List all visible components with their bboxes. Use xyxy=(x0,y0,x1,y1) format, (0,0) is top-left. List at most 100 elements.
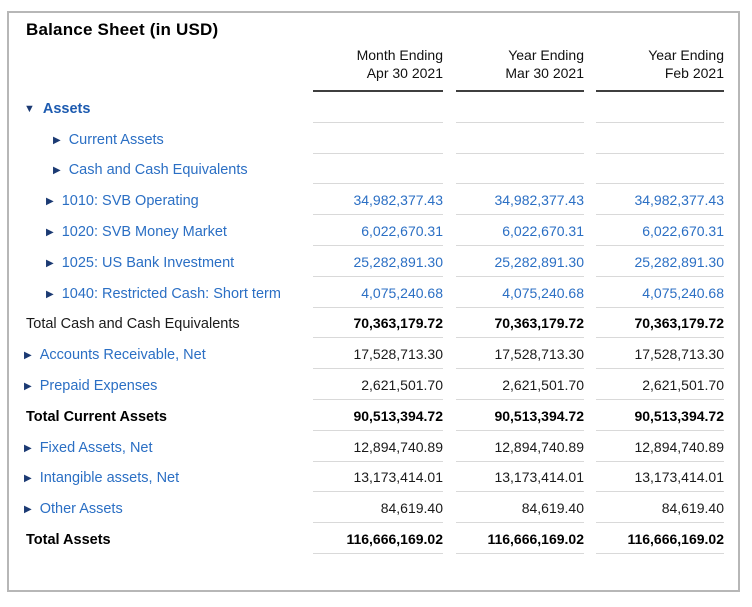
value-cell-month-ending xyxy=(313,147,443,154)
value-cell-month-ending: 34,982,377.43 xyxy=(313,192,443,216)
value-cell-year-ending-feb: 17,528,713.30 xyxy=(596,346,724,370)
value-cell-year-ending-feb: 6,022,670.31 xyxy=(596,223,724,246)
row-label: Total Cash and Cash Equivalents xyxy=(26,316,240,333)
table-row: ▶ Prepaid Expenses 2,621,501.70 2,621,50… xyxy=(19,369,724,400)
value-cell-month-ending: 4,075,240.68 xyxy=(313,285,443,308)
expand-right-icon[interactable]: ▶ xyxy=(46,196,54,208)
expand-right-icon[interactable]: ▶ xyxy=(46,257,54,269)
expand-right-icon[interactable]: ▶ xyxy=(24,473,32,485)
row-label-cell: ▶ 1040: Restricted Cash: Short term xyxy=(19,286,313,308)
column-header-year-ending-mar: Year Ending Mar 30 2021 xyxy=(456,46,584,92)
column-header-line1: Year Ending xyxy=(508,47,584,63)
row-label-cell: Total Assets xyxy=(19,532,313,554)
value-cell-month-ending: 25,282,891.30 xyxy=(313,254,443,277)
column-header-row: Month Ending Apr 30 2021 Year Ending Mar… xyxy=(19,46,724,92)
value-cell-month-ending: 90,513,394.72 xyxy=(313,408,443,431)
column-header-line1: Year Ending xyxy=(648,47,724,63)
value-cell-month-ending: 17,528,713.30 xyxy=(313,346,443,370)
value-cell-year-ending-mar xyxy=(456,116,584,123)
value-cell-year-ending-mar: 4,075,240.68 xyxy=(456,285,584,308)
row-label[interactable]: Accounts Receivable, Net xyxy=(39,347,206,364)
value-cell-year-ending-mar: 2,621,501.70 xyxy=(456,377,584,400)
table-row: ▶ Intangible assets, Net 13,173,414.01 1… xyxy=(19,462,724,493)
value-cell-month-ending: 70,363,179.72 xyxy=(313,315,443,339)
value-cell-year-ending-mar: 17,528,713.30 xyxy=(456,346,584,370)
value-cell-year-ending-mar: 90,513,394.72 xyxy=(456,408,584,431)
row-label[interactable]: 1040: Restricted Cash: Short term xyxy=(61,285,281,302)
value-cell-year-ending-feb xyxy=(596,177,724,185)
expand-right-icon[interactable]: ▶ xyxy=(24,380,32,392)
row-label-cell: ▼ Assets xyxy=(19,101,313,123)
table-row: ▶ 1040: Restricted Cash: Short term 4,07… xyxy=(19,277,724,308)
value-cell-month-ending xyxy=(313,116,443,123)
report-rows: ▼ Assets ▶ Current Assets ▶ Cash and Cas… xyxy=(19,92,724,554)
value-cell-year-ending-feb: 2,621,501.70 xyxy=(596,377,724,400)
row-label-cell: ▶ Accounts Receivable, Net xyxy=(19,347,313,369)
value-cell-month-ending: 2,621,501.70 xyxy=(313,377,443,400)
row-label[interactable]: Intangible assets, Net xyxy=(39,470,180,487)
value-cell-year-ending-mar: 6,022,670.31 xyxy=(456,223,584,246)
value-cell-year-ending-mar: 34,982,377.43 xyxy=(456,192,584,216)
value-cell-year-ending-feb: 90,513,394.72 xyxy=(596,408,724,431)
value-cell-year-ending-feb: 70,363,179.72 xyxy=(596,315,724,339)
value-cell-month-ending: 84,619.40 xyxy=(313,500,443,524)
value-cell-year-ending-mar: 13,173,414.01 xyxy=(456,469,584,493)
row-label[interactable]: 1010: SVB Operating xyxy=(61,193,199,210)
expand-right-icon[interactable]: ▶ xyxy=(46,288,54,300)
expand-right-icon[interactable]: ▶ xyxy=(24,442,32,454)
value-cell-month-ending: 12,894,740.89 xyxy=(313,439,443,462)
value-cell-year-ending-mar: 70,363,179.72 xyxy=(456,315,584,339)
value-cell-year-ending-mar: 25,282,891.30 xyxy=(456,254,584,277)
value-cell-month-ending xyxy=(313,177,443,185)
value-cell-year-ending-feb: 116,666,169.02 xyxy=(596,531,724,554)
value-cell-year-ending-feb: 12,894,740.89 xyxy=(596,439,724,462)
row-label-cell: ▶ Intangible assets, Net xyxy=(19,470,313,492)
value-cell-year-ending-mar: 84,619.40 xyxy=(456,500,584,524)
balance-sheet-panel: Balance Sheet (in USD) Month Ending Apr … xyxy=(7,11,740,592)
row-label[interactable]: Other Assets xyxy=(39,501,123,518)
value-cell-year-ending-feb: 25,282,891.30 xyxy=(596,254,724,277)
table-row: Total Assets 116,666,169.02 116,666,169.… xyxy=(19,523,724,554)
column-header-line2: Mar 30 2021 xyxy=(505,65,584,81)
row-label[interactable]: Assets xyxy=(42,100,91,117)
column-header-line2: Feb 2021 xyxy=(664,65,724,81)
value-cell-year-ending-feb: 84,619.40 xyxy=(596,500,724,524)
table-row: ▶ Accounts Receivable, Net 17,528,713.30… xyxy=(19,338,724,370)
expand-right-icon[interactable]: ▶ xyxy=(53,134,61,146)
expand-right-icon[interactable]: ▶ xyxy=(46,226,54,238)
row-label[interactable]: 1020: SVB Money Market xyxy=(61,223,227,240)
row-label-cell: Total Cash and Cash Equivalents xyxy=(19,316,313,338)
column-header-year-ending-feb: Year Ending Feb 2021 xyxy=(596,46,724,92)
table-row: ▶ Other Assets 84,619.40 84,619.40 84,61… xyxy=(19,492,724,524)
expand-right-icon[interactable]: ▶ xyxy=(24,350,32,362)
value-cell-year-ending-feb: 34,982,377.43 xyxy=(596,192,724,216)
value-cell-year-ending-mar: 12,894,740.89 xyxy=(456,439,584,462)
column-header-line2: Apr 30 2021 xyxy=(366,65,443,81)
row-label-cell: ▶ Other Assets xyxy=(19,501,313,523)
row-label-cell: ▶ 1010: SVB Operating xyxy=(19,193,313,215)
value-cell-month-ending: 6,022,670.31 xyxy=(313,223,443,246)
row-label[interactable]: 1025: US Bank Investment xyxy=(61,254,235,271)
value-cell-year-ending-mar xyxy=(456,147,584,154)
table-row: ▼ Assets xyxy=(19,92,724,123)
page-title: Balance Sheet (in USD) xyxy=(26,20,219,39)
table-row: ▶ Cash and Cash Equivalents xyxy=(19,154,724,185)
row-label[interactable]: Current Assets xyxy=(68,131,164,148)
table-row: ▶ Fixed Assets, Net 12,894,740.89 12,894… xyxy=(19,431,724,462)
row-label-cell: ▶ Cash and Cash Equivalents xyxy=(19,162,313,184)
row-label[interactable]: Fixed Assets, Net xyxy=(39,439,153,456)
value-cell-year-ending-feb: 4,075,240.68 xyxy=(596,285,724,308)
column-header-month-ending: Month Ending Apr 30 2021 xyxy=(313,46,443,92)
value-cell-month-ending: 116,666,169.02 xyxy=(313,531,443,554)
table-row: ▶ 1010: SVB Operating 34,982,377.43 34,9… xyxy=(19,184,724,216)
row-label-cell: ▶ 1025: US Bank Investment xyxy=(19,255,313,277)
row-label[interactable]: Prepaid Expenses xyxy=(39,377,158,394)
table-row: Total Cash and Cash Equivalents 70,363,1… xyxy=(19,308,724,339)
collapse-down-icon[interactable]: ▼ xyxy=(24,102,35,115)
expand-right-icon[interactable]: ▶ xyxy=(24,504,32,516)
expand-right-icon[interactable]: ▶ xyxy=(53,165,61,177)
row-label: Total Assets xyxy=(26,531,111,548)
table-row: ▶ 1025: US Bank Investment 25,282,891.30… xyxy=(19,246,724,277)
row-label-cell: Total Current Assets xyxy=(19,409,313,431)
row-label[interactable]: Cash and Cash Equivalents xyxy=(68,162,248,179)
